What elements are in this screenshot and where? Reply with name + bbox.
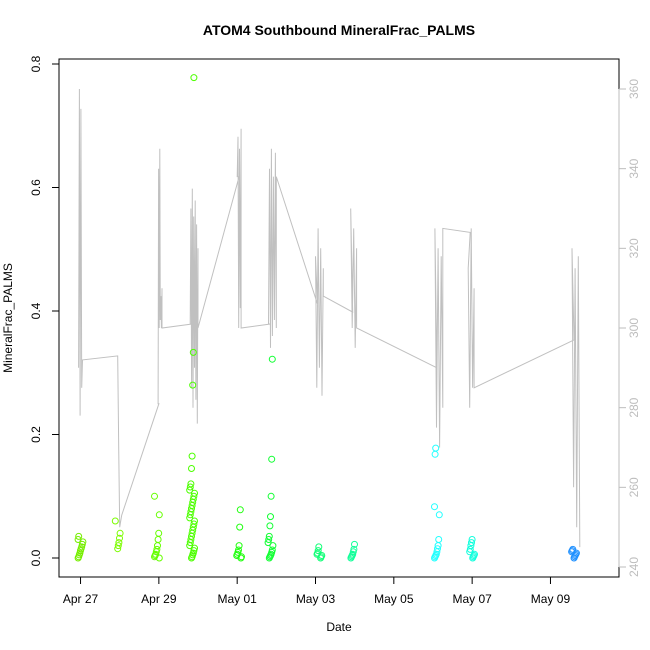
data-point [186, 483, 194, 491]
data-point [267, 492, 275, 500]
right-axis: 240 260 280 300 320 340 360 [618, 79, 641, 577]
data-point [155, 511, 163, 519]
scatter-points [74, 74, 580, 562]
y-tick-label: 0.2 [29, 426, 43, 443]
data-point [468, 536, 476, 543]
data-point [265, 536, 273, 543]
data-point [265, 532, 273, 540]
x-tick-label: May 03 [296, 592, 336, 606]
data-point [268, 455, 276, 463]
y-axis: 0.0 0.2 0.4 0.6 0.8 [29, 55, 60, 566]
data-point [189, 348, 197, 356]
data-point [190, 492, 198, 500]
data-point [190, 520, 198, 528]
data-point [569, 545, 577, 553]
plot-box [58, 58, 620, 578]
data-point [155, 529, 163, 537]
y-axis-label: MineralFrac_PALMS [1, 263, 15, 373]
x-tick-label: May 01 [218, 592, 258, 606]
data-point [268, 355, 276, 363]
data-point [153, 545, 161, 553]
right-tick-label: 260 [627, 477, 641, 497]
secondary-line-series [78, 88, 581, 548]
data-point [434, 545, 441, 553]
right-tick-label: 360 [627, 79, 641, 99]
data-point [235, 542, 243, 550]
y-tick-label: 0.6 [29, 179, 43, 196]
data-point [268, 546, 276, 554]
right-tick-label: 340 [627, 158, 641, 178]
data-point [114, 542, 122, 550]
data-point [154, 536, 162, 543]
data-point [315, 543, 323, 551]
y-tick-label: 0.0 [29, 549, 43, 566]
data-point [190, 74, 198, 82]
x-tick-label: Apr 29 [141, 592, 177, 606]
data-point [187, 480, 195, 488]
data-point [351, 540, 358, 548]
right-tick-label: 320 [627, 238, 641, 258]
right-tick-label: 300 [627, 318, 641, 338]
data-point [191, 489, 198, 497]
data-point [236, 506, 244, 514]
data-point [432, 444, 440, 452]
x-axis-label: Date [326, 620, 352, 634]
data-point [314, 547, 322, 555]
data-point [111, 517, 119, 525]
data-point [267, 513, 274, 521]
secondary-series-line [78, 88, 581, 548]
data-point [151, 492, 158, 500]
data-point [236, 523, 244, 531]
y-tick-label: 0.8 [29, 55, 43, 72]
data-point [116, 529, 124, 537]
data-point [468, 539, 475, 547]
right-tick-label: 240 [627, 557, 641, 577]
data-point [431, 450, 439, 458]
data-point [191, 517, 198, 525]
data-point [154, 542, 161, 550]
x-tick-label: May 05 [374, 592, 414, 606]
data-point [188, 465, 195, 472]
data-point [350, 545, 358, 553]
x-tick-label: May 09 [531, 592, 571, 606]
data-point [466, 545, 474, 553]
data-point [75, 532, 83, 540]
data-point [189, 381, 197, 389]
data-point [431, 503, 438, 511]
x-tick-label: Apr 27 [63, 592, 99, 606]
x-axis: Apr 27 Apr 29 May 01 May 03 May 05 May 07 May … [63, 576, 571, 606]
data-point [74, 536, 82, 543]
data-point [235, 546, 242, 554]
y-tick-label: 0.4 [29, 302, 43, 319]
data-point [435, 536, 443, 543]
data-point [115, 539, 123, 547]
data-point [435, 511, 443, 519]
chart-title: ATOM4 Southbound MineralFrac_PALMS [203, 22, 475, 38]
right-tick-label: 280 [627, 397, 641, 417]
x-tick-label: May 07 [452, 592, 492, 606]
data-point [188, 452, 196, 460]
data-point [266, 522, 274, 530]
data-point [116, 534, 123, 542]
